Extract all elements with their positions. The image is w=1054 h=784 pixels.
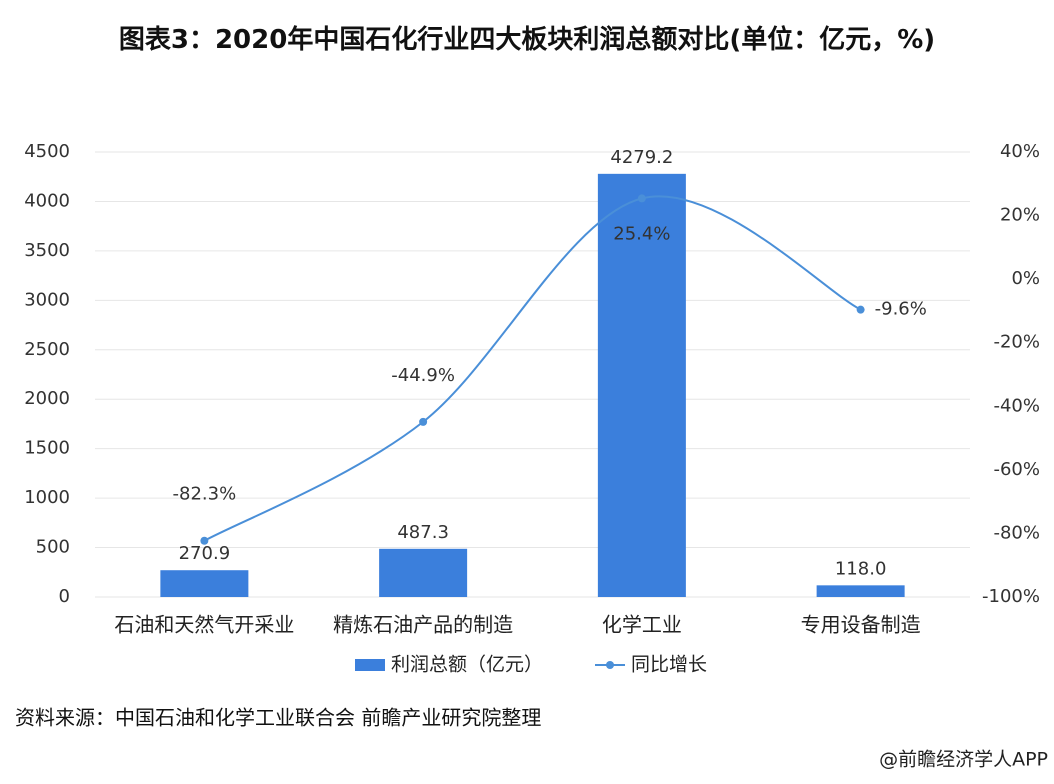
y-tick-label: 3000 [24,289,70,310]
line-point [637,194,646,203]
x-tick-label: 石油和天然气开采业 [114,613,294,637]
legend-label: 同比增长 [631,654,707,676]
bar-value-label: 270.9 [179,543,231,564]
y-tick-label: 4500 [24,141,70,162]
y-tick-label: 2500 [24,339,70,360]
source-note: 资料来源：中国石油和化学工业联合会 前瞻产业研究院整理 [15,706,541,730]
line-value-label: -9.6% [875,299,927,320]
legend-swatch [606,661,614,669]
y2-tick-label: 20% [1000,205,1040,226]
y-tick-label: 3500 [24,240,70,261]
y2-tick-label: -40% [993,395,1040,416]
x-tick-label: 化学工业 [602,613,682,637]
bar [160,570,249,597]
line-value-label: -82.3% [173,484,237,505]
legend-label: 利润总额（亿元） [391,654,543,676]
bar [379,548,468,597]
line-point [856,305,865,314]
bar-value-label: 4279.2 [610,147,673,168]
line-point [419,417,428,426]
line-point [200,536,209,545]
line-value-label: 25.4% [613,223,670,244]
x-tick-label: 专用设备制造 [801,613,921,637]
y-tick-label: 0 [59,586,70,607]
bar [816,585,905,597]
y-tick-label: 1500 [24,438,70,459]
y2-tick-label: -100% [982,586,1040,607]
line-value-label: -44.9% [391,365,455,386]
y-tick-label: 2000 [24,388,70,409]
y2-tick-label: 0% [1011,268,1040,289]
chart-title: 图表3：2020年中国石化行业四大板块利润总额对比(单位：亿元，%) [118,25,936,55]
bar-value-label: 118.0 [835,558,887,579]
y2-tick-label: -60% [993,459,1040,480]
x-tick-label: 精炼石油产品的制造 [333,613,513,637]
y-tick-label: 500 [36,537,70,558]
bar [597,173,686,598]
y2-tick-label: 40% [1000,141,1040,162]
y-tick-label: 1000 [24,487,70,508]
y-tick-label: 4000 [24,190,70,211]
y2-tick-label: -20% [993,332,1040,353]
line [203,195,862,542]
bar-value-label: 487.3 [397,522,449,543]
watermark: @前瞻经济学人APP [879,749,1048,771]
y2-tick-label: -80% [993,522,1040,543]
legend-swatch [355,659,385,671]
